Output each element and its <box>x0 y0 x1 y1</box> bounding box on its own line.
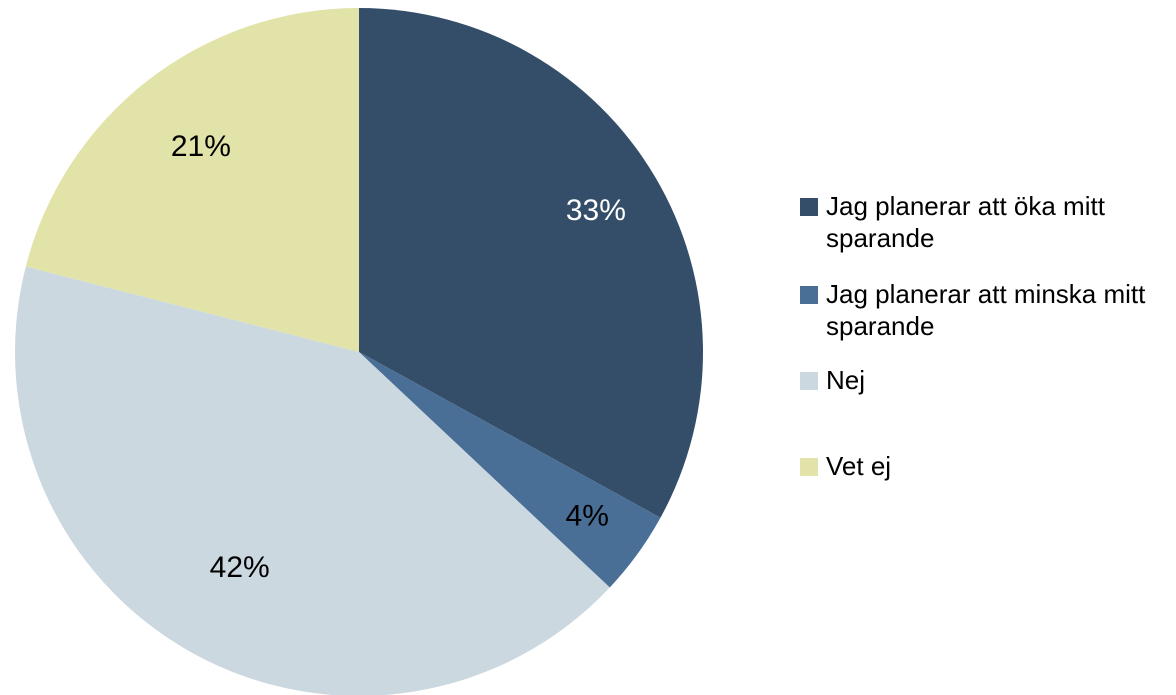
pie-slices <box>15 8 704 695</box>
slice-value-label-dont-know: 21% <box>171 130 231 163</box>
slice-value-label-decrease-savings: 4% <box>566 500 609 533</box>
legend-label-increase-savings: Jag planerar att öka mitt sparande <box>826 191 1105 253</box>
pie-chart: 33% 4% 42% 21% <box>15 8 704 695</box>
legend-label-dont-know: Vet ej <box>826 451 892 481</box>
pie-slice-dont-know <box>25 8 359 352</box>
legend-label-decrease-savings: Jag planerar att minska mitt sparande <box>826 279 1146 341</box>
pie-slice-decrease-savings <box>359 352 661 588</box>
legend-swatch-no <box>800 372 818 390</box>
legend-item-dont-know: Vet ej <box>800 450 1176 482</box>
slice-labels: 33% 4% 42% 21% <box>171 130 626 584</box>
pie-slice-no <box>15 266 610 695</box>
pie-slice-increase-savings <box>359 8 704 518</box>
legend-item-increase-savings: Jag planerar att öka mitt sparande <box>800 190 1176 254</box>
legend-item-decrease-savings: Jag planerar att minska mitt sparande <box>800 278 1176 342</box>
legend-swatch-dont-know <box>800 458 818 476</box>
slice-value-label-increase-savings: 33% <box>566 194 626 227</box>
legend-item-no: Nej <box>800 364 1176 396</box>
legend-label-no: Nej <box>826 365 866 395</box>
legend-swatch-decrease-savings <box>800 286 818 304</box>
legend-swatch-increase-savings <box>800 198 818 216</box>
slice-value-label-no: 42% <box>210 551 270 584</box>
